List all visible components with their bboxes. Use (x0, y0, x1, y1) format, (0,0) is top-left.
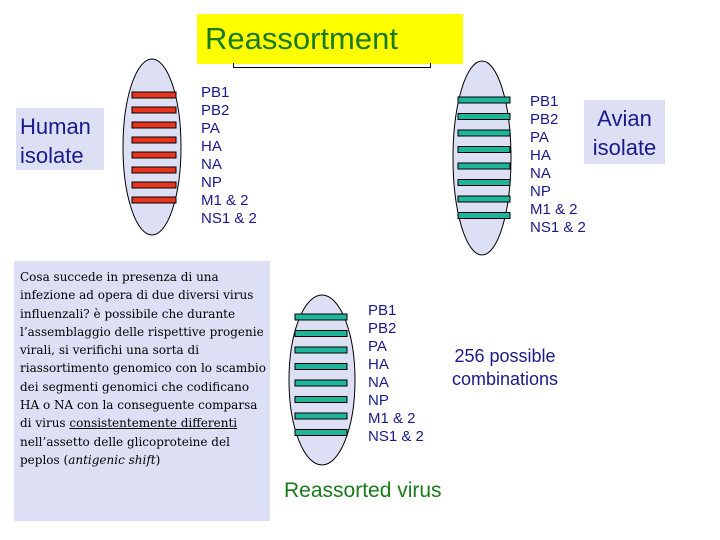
segment-label: PB1 (368, 302, 397, 319)
segment-label: PB2 (201, 102, 230, 119)
human-virus-capsule (122, 58, 182, 236)
segment-bar (294, 330, 348, 337)
segment-bar (294, 346, 348, 354)
avian-isolate-label: Avian isolate (584, 100, 665, 164)
segment-label: HA (530, 147, 551, 164)
description-italic: antigenic shift (68, 452, 156, 467)
segment-label: PB1 (530, 93, 559, 110)
segment-bar (294, 313, 348, 321)
segment-bar (457, 96, 511, 104)
segment-label: PA (368, 338, 387, 355)
segment-label: M1 & 2 (201, 192, 249, 209)
segment-label: M1 & 2 (368, 410, 416, 427)
segment-bar (131, 196, 177, 204)
segment-label: M1 & 2 (530, 201, 578, 218)
segment-bar (294, 396, 348, 403)
segment-bar (131, 106, 177, 114)
segment-bar (131, 91, 177, 99)
segment-label: HA (368, 356, 389, 373)
segment-label: NP (530, 183, 551, 200)
avian-virus-capsule (452, 60, 512, 256)
segment-bar (457, 113, 511, 120)
segment-label: NP (368, 392, 389, 409)
segment-label: NS1 & 2 (201, 210, 257, 227)
segment-label: NA (368, 374, 389, 391)
segment-bar (457, 195, 511, 203)
combinations-text: 256 possible combinations (451, 346, 559, 389)
segment-bar (294, 412, 348, 420)
segment-bar (131, 121, 177, 129)
segment-label: NS1 & 2 (368, 428, 424, 445)
combinations-note: 256 possible combinations (441, 345, 569, 391)
segment-bar (131, 136, 177, 144)
avian-segment-list: PB1 PB2 PA HA NA NP M1 & 2 NS1 & 2 (530, 93, 586, 237)
segment-bar (294, 379, 348, 387)
avian-segment-bars (457, 96, 511, 219)
segment-bar (131, 151, 177, 159)
reassorted-virus-label: Reassorted virus (284, 479, 442, 502)
segment-label: NA (530, 165, 551, 182)
segment-bar (457, 146, 511, 153)
segment-bar (131, 166, 177, 174)
segment-bar (294, 363, 348, 370)
segment-label: NA (201, 156, 222, 173)
segment-label: PB1 (201, 84, 230, 101)
segment-bar (457, 162, 511, 170)
segment-label: PB2 (368, 320, 397, 337)
segment-label: PA (530, 129, 549, 146)
segment-label: PA (201, 120, 220, 137)
segment-bar (457, 129, 511, 137)
segment-label: PB2 (530, 111, 559, 128)
reassorted-segment-list: PB1 PB2 PA HA NA NP M1 & 2 NS1 & 2 (368, 302, 424, 446)
segment-bar (131, 181, 177, 189)
reassorted-segment-bars (294, 313, 348, 436)
human-segment-bars (131, 91, 177, 204)
segment-bar (457, 179, 511, 186)
human-isolate-label: Human isolate (16, 108, 104, 170)
description-text-middle: nell’assetto delle glicoproteine del pep… (20, 434, 230, 467)
description-text: Cosa succede in presenza di una infezion… (20, 270, 266, 431)
segment-bar (294, 429, 348, 436)
segment-bar (457, 212, 511, 219)
description-box: Cosa succede in presenza di una infezion… (14, 261, 270, 521)
title-bracket (233, 63, 431, 68)
description-underlined: consistentemente differenti (69, 416, 238, 431)
human-segment-list: PB1 PB2 PA HA NA NP M1 & 2 NS1 & 2 (201, 84, 257, 228)
segment-label: NS1 & 2 (530, 219, 586, 236)
segment-label: HA (201, 138, 222, 155)
segment-label: NP (201, 174, 222, 191)
page-title: Reassortment (197, 14, 463, 64)
description-text-end: ) (155, 452, 161, 467)
